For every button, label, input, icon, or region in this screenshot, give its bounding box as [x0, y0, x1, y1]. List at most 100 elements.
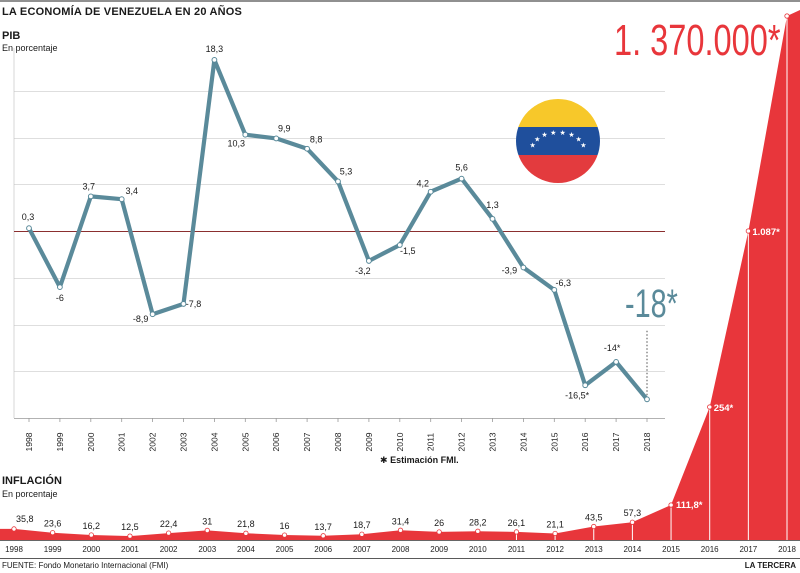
- pib-data-label: 5,3: [340, 166, 353, 176]
- inflation-data-label: 254*: [714, 403, 734, 414]
- asterisk-icon: ✱: [380, 455, 388, 465]
- inflation-year-label: 2004: [237, 545, 255, 554]
- inflation-data-label: 23,6: [44, 519, 62, 529]
- inflation-data-point: [668, 502, 674, 508]
- inflation-data-label: 13,7: [314, 522, 332, 532]
- inflation-data-point: [204, 527, 210, 533]
- pib-data-point: [613, 359, 619, 365]
- inflation-data-label: 35,8: [16, 514, 34, 524]
- inflation-data-point: [359, 531, 365, 537]
- pib-year-label: 2013: [488, 432, 498, 451]
- pib-data-point: [273, 135, 280, 142]
- inflation-data-label: 31: [202, 516, 212, 526]
- pib-data-point: [644, 396, 650, 403]
- pib-data-label: -6,3: [556, 278, 572, 288]
- inflation-data-label: 43,5: [585, 513, 603, 523]
- pib-year-label: 2006: [271, 432, 281, 451]
- pib-year-label: 2003: [179, 432, 189, 451]
- inflation-data-point: [11, 526, 17, 532]
- pib-data-label: -7,8: [186, 299, 202, 309]
- inflation-year-label: 2012: [546, 545, 564, 554]
- pib-year-label: 2015: [549, 432, 559, 451]
- pib-data-label: -14*: [604, 343, 621, 353]
- inflation-data-point: [88, 532, 94, 538]
- pib-data-label: 0,3: [22, 212, 35, 222]
- pib-year-label: 2005: [240, 432, 250, 451]
- inflation-x-axis: 1998 1999 2000 2001 2002 2003 2004 2005 2006 2007…: [0, 545, 800, 559]
- inflation-data-label: 22,4: [160, 519, 178, 529]
- inflation-year-label: 2002: [160, 545, 178, 554]
- pib-year-label: 2014: [518, 432, 528, 451]
- pib-year-label: 2016: [580, 432, 590, 451]
- inflation-data-point: [745, 228, 751, 234]
- pib-data-label: 3,4: [125, 186, 138, 196]
- pib-data-point: [26, 225, 32, 232]
- flag-star-icon: ★: [580, 142, 586, 150]
- inflation-year-label: 2000: [82, 545, 100, 554]
- pib-data-point: [304, 145, 311, 152]
- pib-data-point: [149, 311, 156, 318]
- inflation-year-label: 2011: [508, 545, 526, 554]
- flag-star-icon: ★: [576, 136, 582, 144]
- inflation-year-label: 2001: [121, 545, 139, 554]
- pib-data-point: [57, 284, 63, 291]
- inflation-data-point: [629, 519, 636, 525]
- pib-data-point: [396, 242, 403, 248]
- inflation-area-fill: [0, 10, 800, 540]
- inflation-data-point: [475, 528, 481, 534]
- pib-section-title: PIB: [2, 30, 21, 42]
- inflation-data-label: 26,1: [508, 518, 526, 528]
- pib-data-label: -1,5: [400, 246, 416, 256]
- source-footnote: FUENTE: Fondo Monetario Internacional (F…: [2, 561, 169, 570]
- pib-year-label: 2012: [457, 432, 467, 451]
- pib-data-label: 4,2: [416, 179, 429, 189]
- flag-stars: ★★★ ★ ★ ★★★: [529, 129, 586, 150]
- pib-data-label: 8,8: [310, 135, 323, 145]
- pib-data-label: 9,9: [278, 123, 291, 133]
- inflation-year-label: 2005: [276, 545, 294, 554]
- inflation-year-label: 2017: [739, 545, 757, 554]
- inflation-data-label: 57,3: [624, 508, 642, 518]
- pib-data-point: [211, 56, 218, 63]
- pib-year-label: 2011: [426, 433, 436, 452]
- inflation-data-point: [436, 529, 442, 535]
- pib-data-point: [582, 382, 589, 389]
- inflation-section-title: INFLACIÓN: [2, 475, 62, 487]
- inflation-area: [0, 10, 800, 541]
- inflation-data-labels: 35,8 23,6 16,2 12,5 22,4 31 21,8 16 13,7 18,7 31,4…: [16, 227, 780, 532]
- inflation-data-point: [591, 523, 597, 530]
- flag-blue-band: [516, 127, 600, 155]
- inflation-data-point: [243, 530, 249, 536]
- inflation-section-subtitle: En porcentaje: [2, 489, 58, 499]
- inflation-data-point: [784, 13, 790, 19]
- pib-data-label: 1,3: [486, 200, 499, 210]
- inflation-data-label: 26: [434, 518, 444, 528]
- inflation-year-label: 2015: [662, 545, 680, 554]
- inflation-data-point: [281, 532, 288, 538]
- pib-data-label: -3,2: [355, 266, 371, 276]
- pib-data-label: -16,5*: [565, 390, 590, 400]
- pib-data-point: [180, 301, 187, 307]
- pib-data-label: -8,9: [133, 314, 149, 324]
- pib-data-point: [489, 215, 496, 222]
- inflation-data-point: [397, 527, 404, 533]
- inflation-data-point: [707, 404, 713, 410]
- inflation-data-label: 18,7: [353, 520, 371, 530]
- inflation-year-label: 2009: [430, 545, 448, 554]
- inflation-data-point: [127, 533, 133, 539]
- pib-year-label: 2009: [364, 432, 374, 451]
- inflation-year-label: 2014: [624, 545, 642, 554]
- flag-star-icon: ★: [529, 142, 535, 150]
- pib-data-label: 3,7: [83, 181, 96, 191]
- pib-data-labels: 0,3 -6 3,7 3,4 -8,9 -7,8 18,3 10,3 9,9 8,8 5,3 -3,2…: [22, 44, 621, 400]
- pib-2018-highlight-label: -18*: [625, 281, 678, 326]
- pib-data-point: [335, 178, 341, 185]
- pib-year-label: 2018: [642, 432, 652, 451]
- flag-star-icon: ★: [534, 136, 540, 144]
- pib-year-label: 1999: [55, 432, 65, 451]
- pib-data-point: [118, 196, 125, 203]
- inflation-data-label: 28,2: [469, 517, 487, 527]
- inflation-data-label: 21,1: [546, 519, 564, 529]
- venezuela-flag-icon: ★★★ ★ ★ ★★★: [516, 99, 600, 183]
